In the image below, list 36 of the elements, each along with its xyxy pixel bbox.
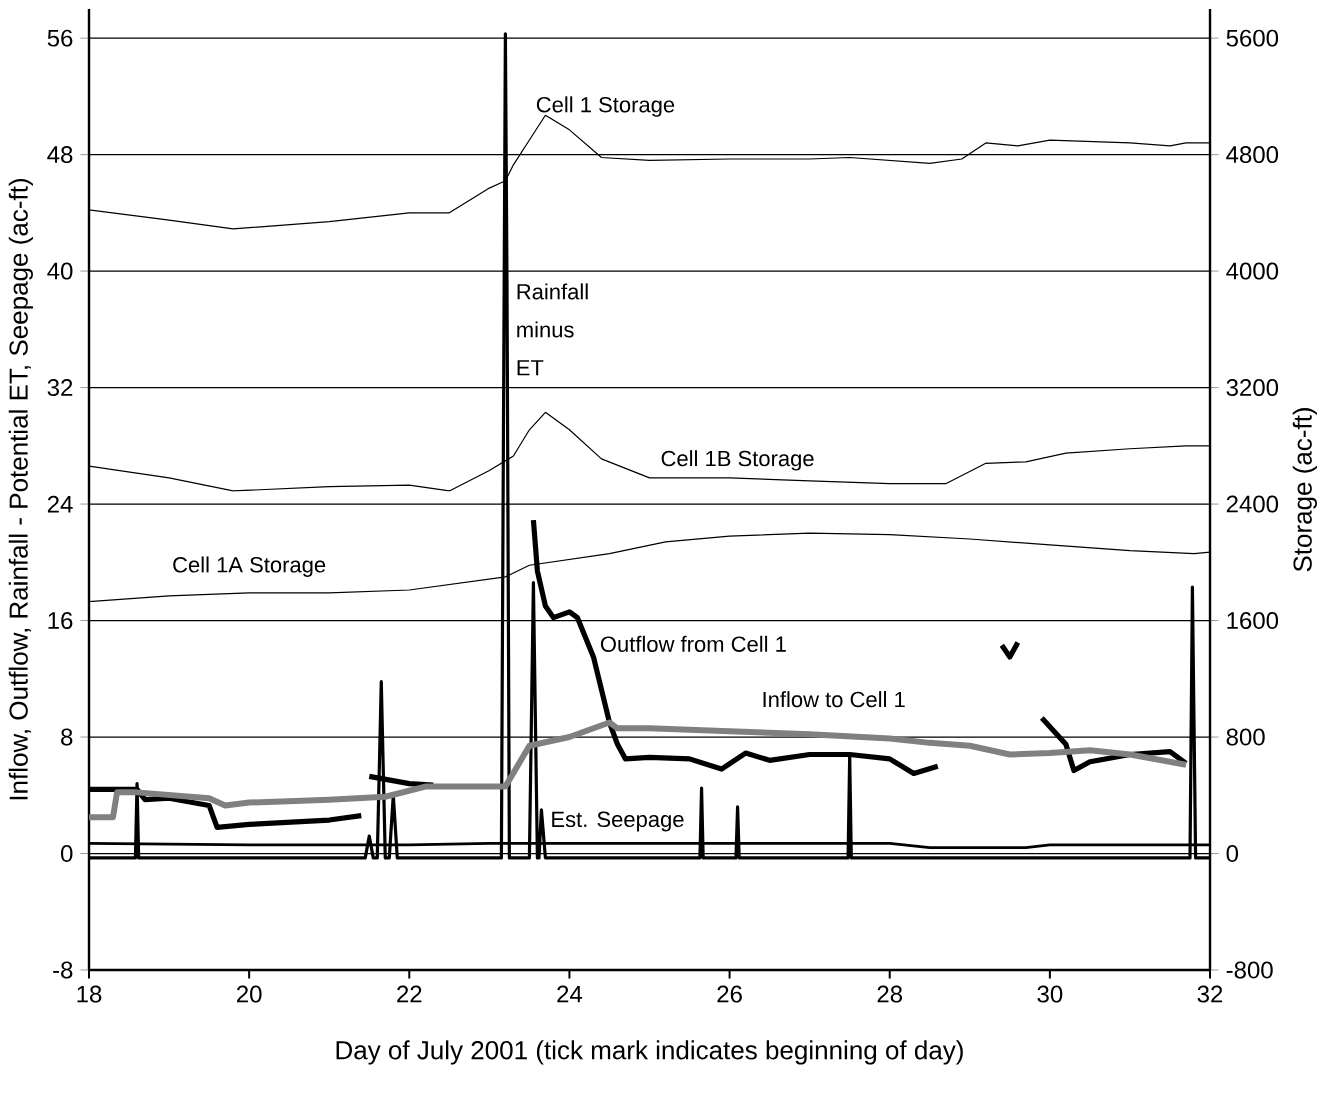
y-tick-label: 32 <box>47 379 73 397</box>
series-label: Outflow from Cell 1 <box>600 635 786 652</box>
y-axis-title: Inflow, Outflow, Rainfall - Potential ET, Seepage (ac-ft) <box>8 179 33 800</box>
x-tick-label: 20 <box>236 985 262 1003</box>
y2-tick-label: 800 <box>1226 728 1265 746</box>
y2-tick-label: 4000 <box>1226 262 1279 280</box>
series-label: Cell 1 Storage <box>536 96 675 117</box>
x-tick-label: 28 <box>877 985 903 1003</box>
x-tick-label: 22 <box>397 985 422 1003</box>
series-label: Inflow to Cell 1 <box>763 691 905 708</box>
x-tick-label: 26 <box>717 985 742 1003</box>
series-label: Cell 1B Storage <box>661 450 814 471</box>
y-tick-label: 24 <box>47 495 73 513</box>
y-tick-label: 56 <box>47 29 73 47</box>
series-label: Est. Seepage <box>552 811 684 832</box>
x-tick-label: 32 <box>1197 985 1223 1003</box>
y-tick-label: 8 <box>61 728 73 746</box>
x-tick-label: 30 <box>1037 985 1063 1003</box>
x-tick-label: 24 <box>557 985 583 1003</box>
y-tick-label: -8 <box>53 961 73 979</box>
y2-tick-label: 2400 <box>1226 495 1279 513</box>
y-tick-label: 40 <box>47 262 73 280</box>
y2-tick-label: -800 <box>1226 961 1273 979</box>
y2-tick-label: 3200 <box>1226 379 1279 397</box>
y2-tick-label: 4800 <box>1226 146 1279 164</box>
series-label: Cell 1A Storage <box>173 556 326 577</box>
x-tick-label: 18 <box>77 985 102 1003</box>
y-tick-label: 48 <box>47 146 73 164</box>
series-label: Rainfall minus ET <box>517 283 588 376</box>
y-tick-label: 0 <box>60 845 73 863</box>
y2-tick-label: 0 <box>1226 845 1239 863</box>
y2-tick-label: 1600 <box>1227 612 1279 630</box>
y2-tick-label: 5600 <box>1226 29 1279 47</box>
y2-axis-title: Storage (ac-ft) <box>1292 408 1317 572</box>
y-tick-label: 16 <box>48 612 73 630</box>
x-axis-title: Day of July 2001 (tick mark indicates beginning of day) <box>336 1040 963 1065</box>
